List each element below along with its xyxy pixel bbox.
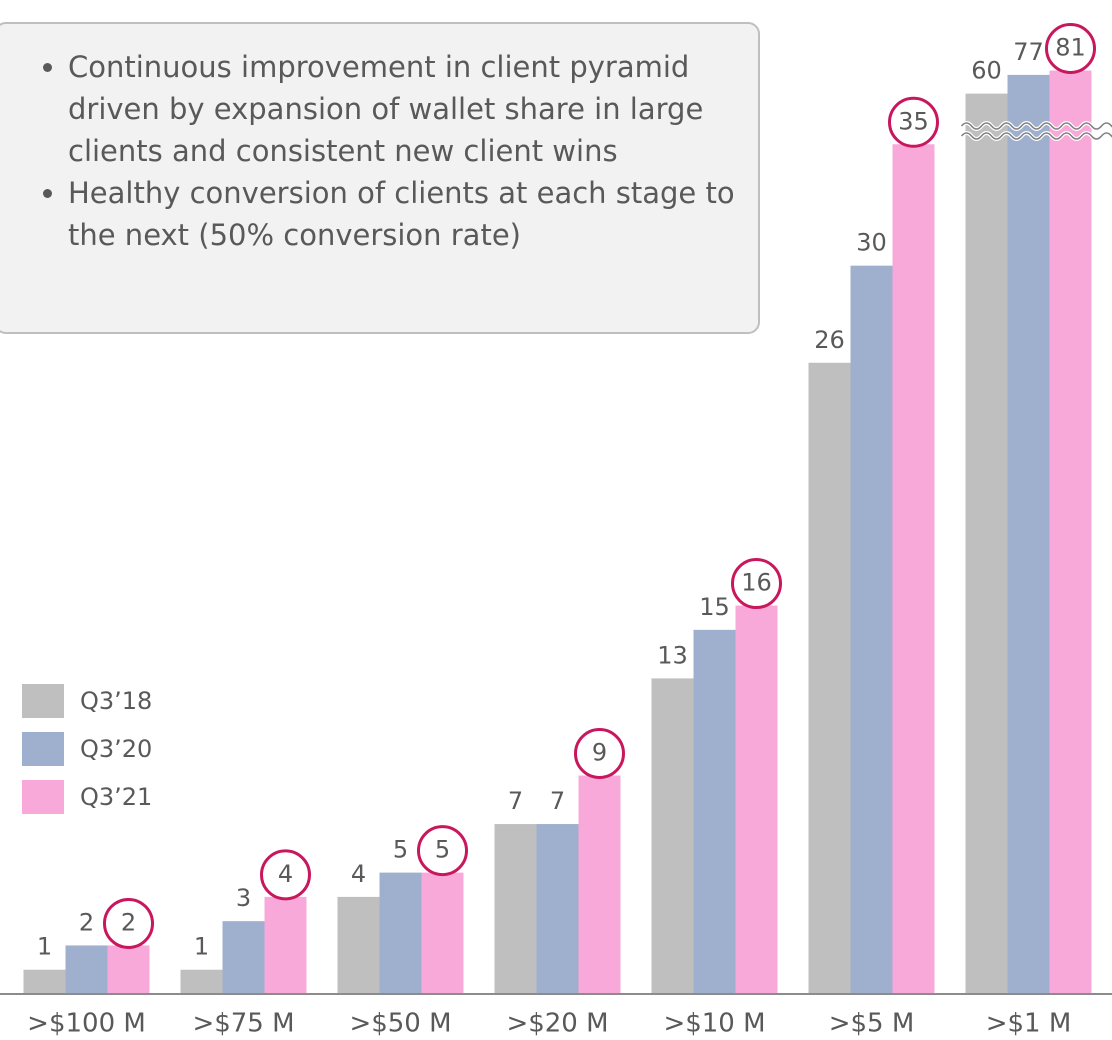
bar	[1049, 70, 1092, 994]
value-label: 16	[741, 569, 772, 597]
legend-label: Q3’20	[80, 735, 152, 763]
bar	[23, 969, 66, 994]
bar	[578, 775, 621, 994]
axis-break	[960, 122, 1112, 130]
value-label: 2	[121, 908, 136, 936]
value-label: 13	[657, 641, 688, 669]
value-label: 7	[508, 787, 523, 815]
legend-swatch	[22, 684, 64, 718]
value-label: 1	[37, 933, 52, 961]
value-label: 15	[699, 593, 730, 621]
bar	[494, 824, 537, 994]
value-label: 4	[351, 860, 366, 888]
note: Continuous improvement in client pyramid…	[68, 46, 758, 172]
bar	[180, 969, 223, 994]
bar	[693, 629, 736, 994]
x-tick-label: >$50 M	[349, 1009, 451, 1039]
bar	[808, 362, 851, 994]
bar	[379, 872, 422, 994]
bar	[65, 945, 108, 994]
value-label: 5	[393, 836, 408, 864]
bar	[892, 144, 935, 994]
value-label: 30	[856, 229, 887, 257]
bar	[735, 605, 778, 994]
x-tick-label: >$75 M	[192, 1009, 294, 1039]
value-label: 35	[898, 107, 929, 135]
legend-label: Q3’18	[80, 687, 152, 715]
value-label: 1	[194, 933, 209, 961]
highlight-ring	[260, 849, 311, 901]
bar	[1007, 74, 1050, 994]
x-tick-label: >$1 M	[986, 1009, 1072, 1039]
bar	[107, 945, 150, 994]
highlight-ring	[103, 897, 154, 949]
bar	[337, 896, 380, 994]
value-label: 26	[814, 326, 845, 354]
value-label: 9	[592, 739, 607, 767]
highlight-ring	[574, 728, 625, 779]
bar	[850, 265, 893, 995]
bar	[536, 824, 579, 994]
value-label: 60	[971, 57, 1002, 85]
bar	[421, 872, 464, 994]
value-label: 2	[79, 908, 94, 936]
value-label: 7	[550, 787, 565, 815]
notes-list: Continuous improvement in client pyramid…	[0, 46, 758, 256]
bar	[965, 93, 1008, 995]
bar	[222, 921, 265, 994]
notes-box: Continuous improvement in client pyramid…	[0, 22, 760, 334]
legend-swatch	[22, 732, 64, 766]
value-label: 3	[236, 884, 251, 912]
x-tick-label: >$20 M	[506, 1009, 608, 1039]
value-label: 4	[278, 860, 293, 888]
bar	[651, 678, 694, 994]
highlight-ring	[417, 825, 468, 877]
axis-break	[960, 132, 1112, 140]
x-tick-label: >$5 M	[829, 1009, 915, 1039]
note: Healthy conversion of clients at each st…	[68, 172, 758, 256]
highlight-ring	[1045, 23, 1096, 74]
legend-swatch	[22, 780, 64, 814]
highlight-ring	[888, 96, 939, 148]
bar	[264, 896, 307, 994]
value-label: 81	[1055, 34, 1086, 62]
value-label: 5	[435, 836, 450, 864]
highlight-ring	[731, 558, 782, 610]
value-label: 77	[1013, 38, 1044, 66]
x-tick-label: >$100 M	[27, 1009, 146, 1039]
x-tick-label: >$10 M	[663, 1009, 765, 1039]
legend-label: Q3’21	[80, 783, 152, 811]
